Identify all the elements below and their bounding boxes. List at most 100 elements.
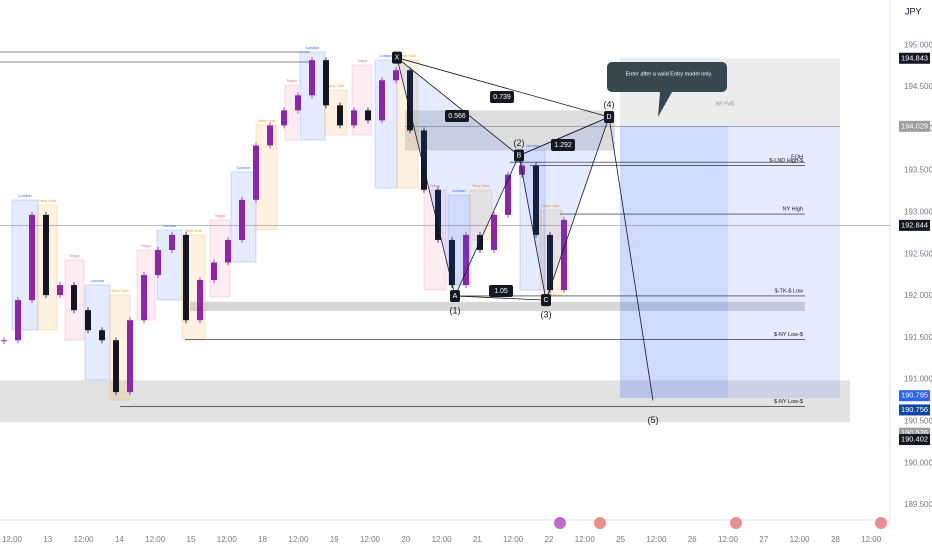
session-label: New York — [473, 183, 490, 188]
candle-body — [449, 239, 455, 286]
price-tag — [899, 404, 930, 416]
price-tag — [899, 434, 930, 446]
pattern-leg — [396, 57, 610, 118]
candle-body — [365, 110, 371, 121]
candle-body — [169, 234, 175, 250]
price-tag — [899, 52, 930, 64]
event-icon — [730, 517, 742, 529]
ratio-label: 0.566 — [448, 113, 466, 120]
x-tick-label: 28 — [831, 535, 840, 544]
x-tick-label: 12:00 — [217, 535, 238, 544]
level-label: $-TK-$ Low — [775, 288, 803, 294]
wave-label: (2) — [514, 138, 525, 148]
x-tick-label: 27 — [759, 535, 768, 544]
level-label: $-NY Low-$ — [774, 332, 803, 338]
session-label: New York — [543, 203, 560, 208]
candle-body — [85, 310, 91, 331]
y-tick-label: 189.500 — [904, 500, 932, 509]
zone-label: NY FVG — [716, 102, 735, 108]
price-tag-label: 190.402 — [901, 435, 928, 444]
ratio-label: 1.05 — [494, 288, 508, 295]
position-inner — [620, 126, 728, 398]
candle-body — [281, 110, 287, 126]
candle-body — [57, 285, 63, 296]
candle-body — [295, 95, 301, 111]
x-tick-label: 12:00 — [861, 535, 882, 544]
x-tick-label: 12:00 — [2, 535, 23, 544]
x-tick-label: 12:00 — [145, 535, 166, 544]
candle-body — [225, 239, 231, 263]
candle-body — [421, 130, 427, 190]
candle-body — [71, 285, 77, 311]
price-tag-label: 190.795 — [901, 391, 928, 400]
x-tick-label: 25 — [616, 535, 625, 544]
price-tag-label: 192.844 — [901, 220, 928, 229]
pattern-point — [450, 289, 460, 302]
y-tick-label: 191.000 — [904, 375, 932, 384]
x-tick-label: 12:00 — [360, 535, 381, 544]
session-label: New York — [39, 198, 56, 203]
candle-body — [477, 234, 483, 250]
pattern-point — [604, 111, 614, 124]
session-label: New York — [399, 53, 416, 58]
candle-body — [239, 199, 245, 240]
session-label: New York — [185, 228, 202, 233]
x-tick-label: 15 — [187, 535, 196, 544]
price-tag — [899, 390, 930, 402]
x-tick-label: 12:00 — [288, 535, 309, 544]
x-tick-label: 14 — [115, 535, 124, 544]
candle-body — [547, 234, 553, 291]
price-tag — [899, 120, 930, 132]
pattern-point — [541, 294, 551, 307]
pattern-leg — [454, 295, 547, 301]
pattern-point-label: B — [517, 152, 522, 159]
session-label: London — [526, 143, 539, 148]
session-label: New York — [258, 118, 275, 123]
price-tag-label: 194.843 — [901, 53, 928, 62]
candle-body — [393, 70, 399, 81]
candle-body — [211, 262, 217, 281]
y-tick-label: 192.000 — [904, 291, 932, 300]
candle-body — [183, 234, 189, 321]
session-box — [84, 284, 111, 381]
candle-body — [253, 145, 259, 200]
y-tick-label: 195.000 — [904, 40, 932, 49]
x-tick-label: 19 — [330, 535, 339, 544]
x-tick-label: 18 — [258, 535, 267, 544]
candle-body — [505, 174, 511, 215]
note-bubble — [607, 62, 727, 117]
zone — [405, 110, 615, 151]
ratio-label: 0.739 — [493, 94, 511, 101]
ratio-box — [551, 139, 575, 151]
candle-body — [141, 275, 147, 321]
session-label: New York — [328, 83, 345, 88]
candle-body — [127, 320, 133, 393]
ratio-box — [490, 91, 514, 103]
x-tick-label: 21 — [473, 535, 482, 544]
x-tick-label: 13 — [43, 535, 52, 544]
candle-body — [351, 110, 357, 126]
candle-body — [113, 340, 119, 393]
candle-body — [337, 105, 343, 126]
y-tick-label: 190.000 — [904, 458, 932, 467]
x-tick-label: 12:00 — [503, 535, 524, 544]
candle-body — [463, 234, 469, 286]
pattern-point-label: X — [395, 55, 400, 62]
candle-body — [99, 330, 105, 341]
event-icon — [554, 517, 566, 529]
y-tick-label: 193.500 — [904, 166, 932, 175]
session-label: London — [306, 45, 319, 50]
candle-body — [267, 125, 273, 146]
position-stop — [620, 126, 840, 398]
candle-body — [15, 300, 21, 341]
wave-label: (1) — [450, 305, 461, 315]
session-label: New York — [112, 288, 129, 293]
candle-body — [197, 280, 203, 321]
y-tick-label: 193.000 — [904, 207, 932, 216]
level-label: EQH — [791, 155, 803, 161]
candle-body — [561, 219, 567, 291]
level-label: NY High — [783, 206, 803, 212]
pattern-leg — [608, 116, 654, 401]
